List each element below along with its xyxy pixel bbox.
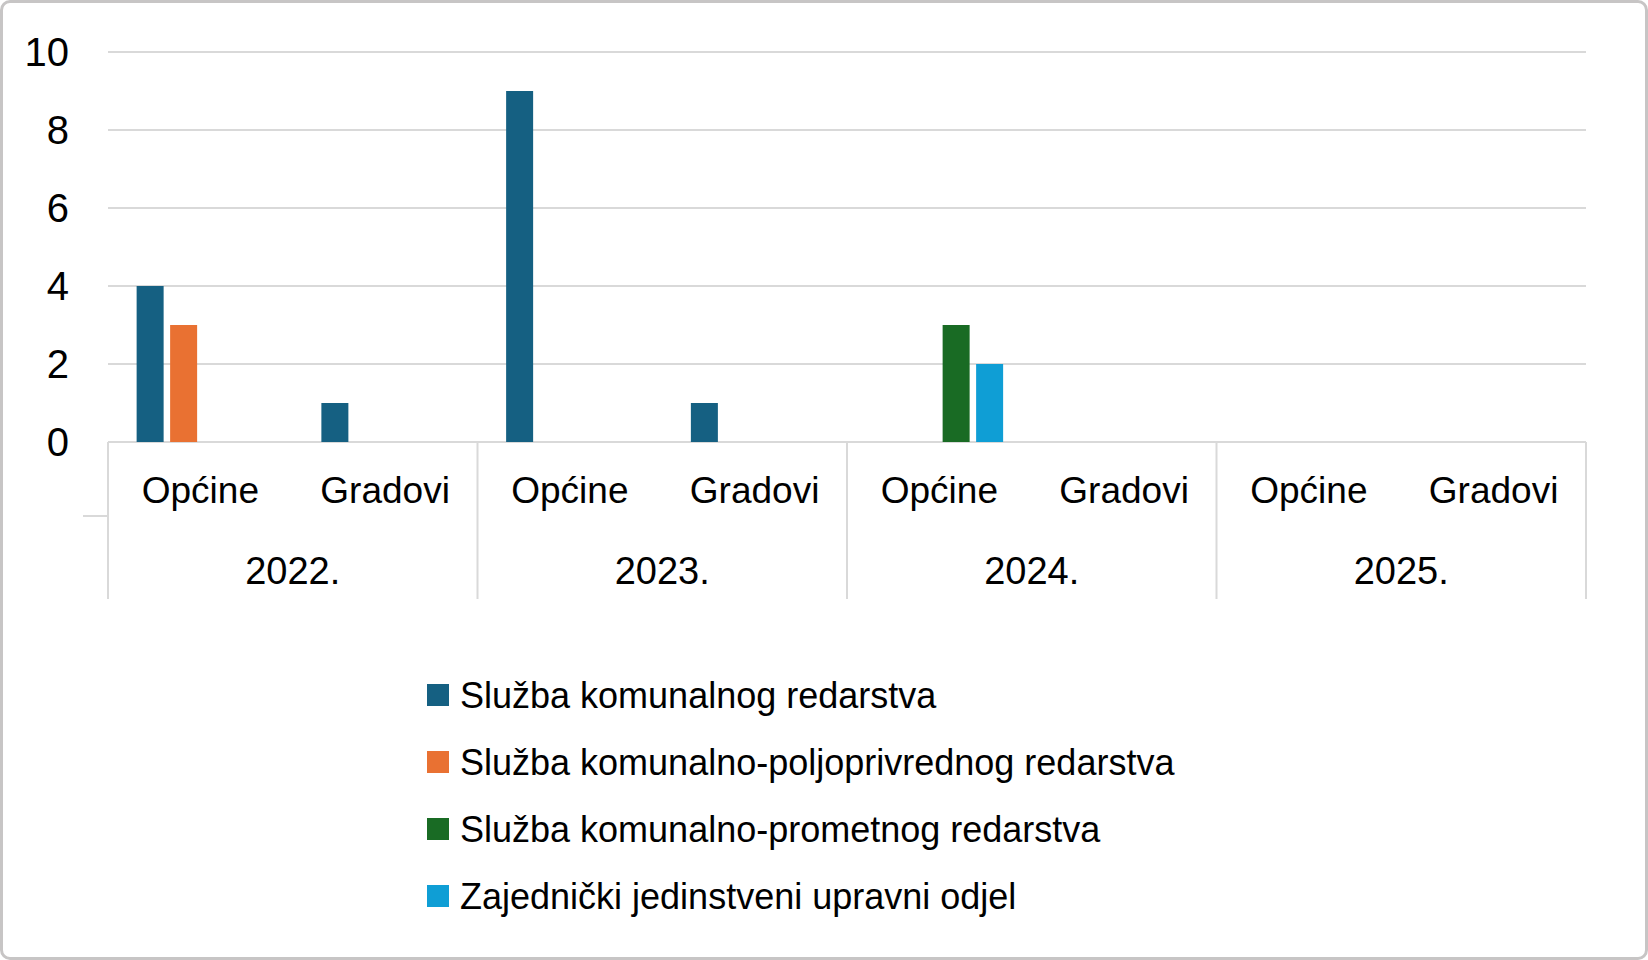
- bar-series-1-2022-općine: [137, 286, 164, 442]
- x-axis-subcategory-label: Gradovi: [1429, 470, 1559, 511]
- y-axis-tick-label: 8: [47, 108, 69, 152]
- bar-series-4-2024-općine: [976, 364, 1003, 442]
- x-axis-subcategory-label: Gradovi: [690, 470, 820, 511]
- y-axis-tick-label: 4: [47, 264, 69, 308]
- bar-series-1-2023-općine: [506, 91, 533, 442]
- x-axis-subcategory-label: Gradovi: [1059, 470, 1189, 511]
- x-axis-year-label: 2023.: [615, 550, 710, 592]
- legend-marker-icon: [427, 684, 449, 706]
- y-axis-tick-label: 0: [47, 420, 69, 464]
- x-axis-subcategory-label: Općine: [511, 470, 628, 511]
- legend-label: Služba komunalno-poljoprivrednog redarst…: [460, 742, 1175, 783]
- x-axis-subcategory-label: Općine: [142, 470, 259, 511]
- x-axis-subcategory-label: Gradovi: [320, 470, 450, 511]
- bar-series-1-2023-gradovi: [691, 403, 718, 442]
- chart-frame: 0 2 4 6 8 10 Općine Gradovi Općine Gradovi Općine G…: [0, 0, 1648, 960]
- y-axis-tick-label: 10: [25, 30, 70, 74]
- legend-marker-icon: [427, 818, 449, 840]
- x-axis-subcategory-label: Općine: [881, 470, 998, 511]
- bar-series-2-2022-općine: [170, 325, 197, 442]
- y-axis-tick-label: 2: [47, 342, 69, 386]
- x-axis-year-label: 2024.: [984, 550, 1079, 592]
- legend-marker-icon: [427, 885, 449, 907]
- y-axis-tick-label: 6: [47, 186, 69, 230]
- x-axis-year-label: 2022.: [245, 550, 340, 592]
- x-axis-subcategory-label: Općine: [1250, 470, 1367, 511]
- legend-marker-icon: [427, 751, 449, 773]
- legend-label: Služba komunalnog redarstva: [460, 675, 937, 716]
- bar-series-3-2024-općine: [943, 325, 970, 442]
- legend-label: Zajednički jedinstveni upravni odjel: [460, 876, 1016, 917]
- x-axis-year-label: 2025.: [1354, 550, 1449, 592]
- bar-series-1-2022-gradovi: [321, 403, 348, 442]
- legend-label: Služba komunalno-prometnog redarstva: [460, 809, 1101, 850]
- clustered-column-chart: 0 2 4 6 8 10 Općine Gradovi Općine Gradovi Općine G…: [3, 3, 1648, 960]
